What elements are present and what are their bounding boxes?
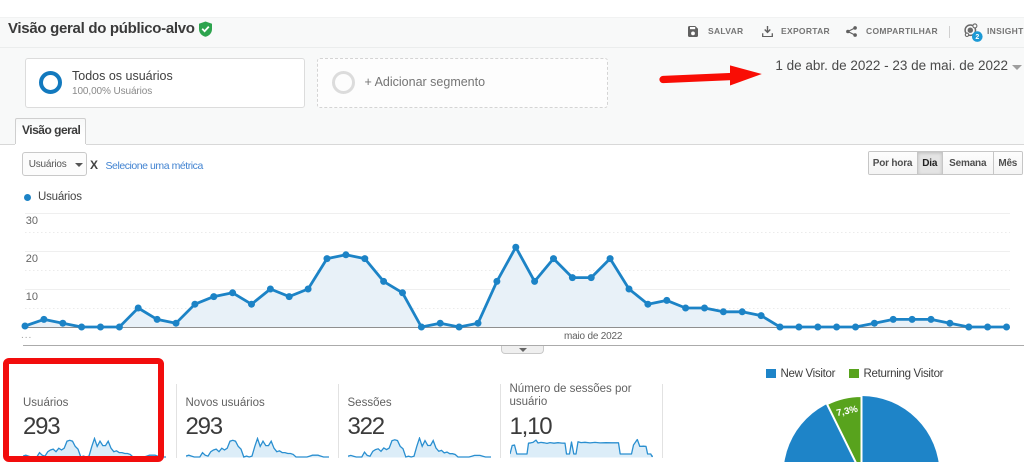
svg-text:2: 2 bbox=[975, 34, 979, 41]
svg-text:7,3%: 7,3% bbox=[835, 404, 859, 419]
